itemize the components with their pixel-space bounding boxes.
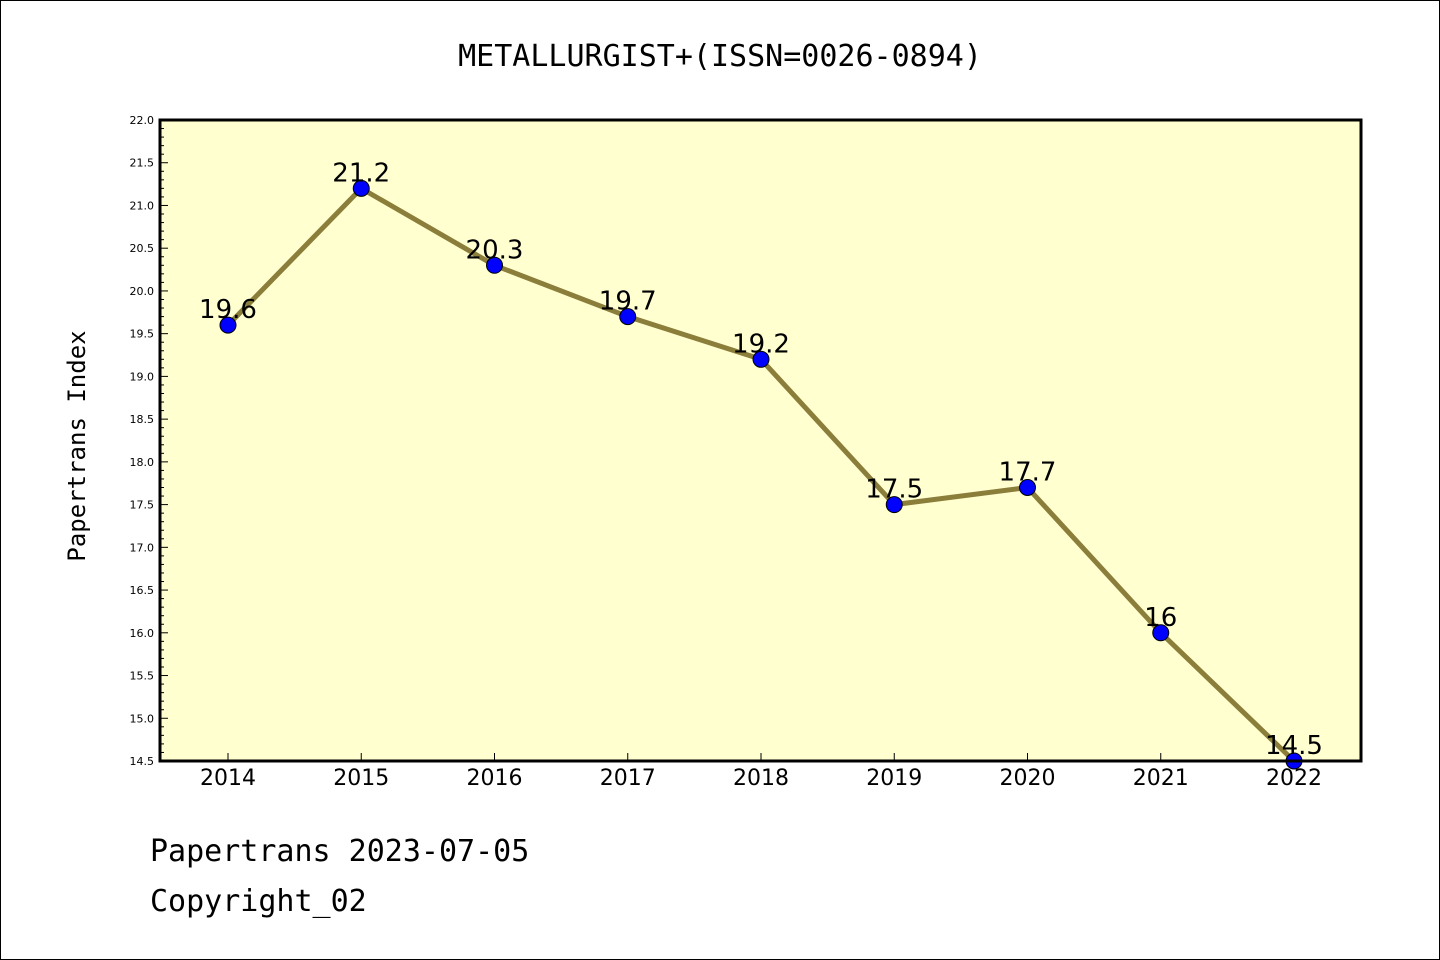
x-tick-label: 2022 (1266, 766, 1322, 791)
y-tick-label: 18.5 (130, 413, 155, 426)
y-tick-label: 16.0 (130, 627, 155, 640)
y-tick-label: 18.0 (130, 456, 155, 469)
data-label: 20.3 (466, 235, 524, 265)
data-label: 14.5 (1265, 731, 1323, 761)
x-tick-label: 2021 (1133, 766, 1189, 791)
data-point (219, 316, 237, 334)
y-tick-label: 14.5 (130, 755, 155, 768)
x-tick-label: 2017 (600, 766, 656, 791)
data-label: 19.7 (599, 287, 657, 317)
data-label: 17.7 (999, 458, 1057, 488)
data-point (1152, 624, 1170, 642)
y-axis-ticks: 14.5 15.0 15.5 16.0 16.5 17.0 17.5 18.0 18.5 19.0… (130, 114, 168, 768)
y-tick-label: 19.0 (130, 370, 155, 383)
x-tick-label: 2019 (866, 766, 922, 791)
x-tick-label: 2014 (200, 766, 256, 791)
plot-border (158, 118, 1363, 763)
data-labels: 19.6 21.2 20.3 19.7 19.2 17.5 17.7 16 14.5 (199, 158, 1323, 761)
y-tick-label: 20.5 (130, 242, 155, 255)
data-point (885, 496, 903, 514)
y-tick-label: 20.0 (130, 285, 155, 298)
data-label: 16 (1144, 603, 1177, 633)
y-axis-label: Papertrans Index (63, 330, 91, 561)
x-tick-label: 2016 (467, 766, 523, 791)
y-tick-label: 17.5 (130, 499, 155, 512)
x-tick-label: 2018 (733, 766, 789, 791)
y-tick-label: 15.0 (130, 712, 155, 725)
y-tick-label: 22.0 (130, 114, 155, 127)
footer-date: Papertrans 2023-07-05 (150, 834, 530, 869)
y-tick-label: 19.5 (130, 328, 155, 341)
data-label: 19.6 (199, 295, 257, 325)
data-label: 21.2 (332, 158, 390, 188)
y-tick-label: 16.5 (130, 584, 155, 597)
x-axis-ticks: 2014 2015 2016 2017 2018 2019 2020 2021 2022 (200, 753, 1322, 791)
x-tick-label: 2020 (1000, 766, 1056, 791)
y-tick-label: 21.0 (130, 199, 155, 212)
y-tick-label: 17.0 (130, 541, 155, 554)
data-point (486, 256, 503, 274)
data-point (752, 350, 770, 368)
y-tick-label: 15.5 (130, 670, 155, 683)
chart-title: METALLURGIST+(ISSN=0026-0894) (458, 39, 982, 74)
plot-area (160, 120, 1361, 761)
data-point (352, 179, 370, 197)
footer-copyright: Copyright_02 (150, 884, 367, 919)
data-point (1019, 479, 1036, 497)
data-label: 19.2 (732, 329, 790, 359)
y-tick-label: 21.5 (130, 157, 155, 170)
data-label: 17.5 (865, 475, 923, 505)
data-point (619, 308, 637, 326)
x-tick-label: 2015 (333, 766, 389, 791)
